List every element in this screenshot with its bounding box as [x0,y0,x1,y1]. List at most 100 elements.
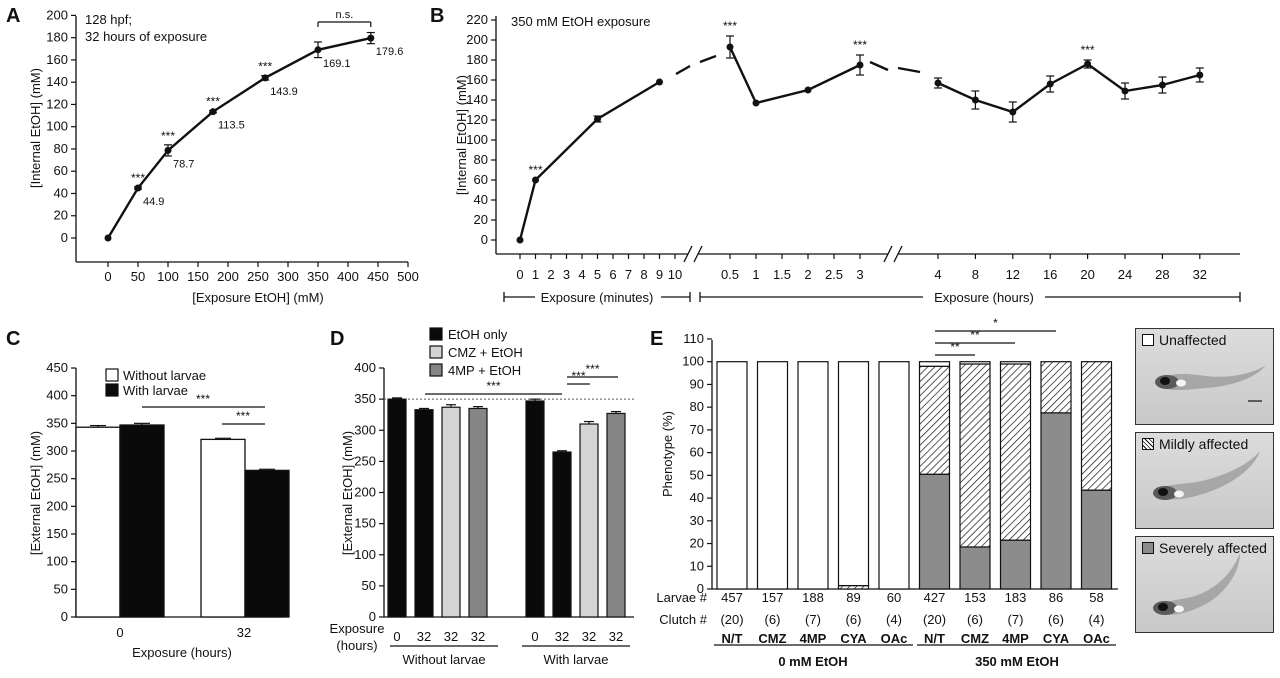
a-significance: *** [206,95,220,109]
e-larvae-count: 427 [924,590,946,605]
b-x-tick-label: 2 [804,267,811,282]
b-y-tick-label: 100 [466,132,488,147]
photo-label-severely: Severely affected [1142,540,1267,556]
e-category-label: OAc [881,631,908,646]
e-significance: ** [970,328,980,342]
d-y-tick-label: 150 [354,516,376,531]
e-category-label: CMZ [758,631,786,646]
b-y-tick-label: 60 [474,172,488,187]
a-data-point [261,74,269,82]
b-x-tick-label: 1 [752,267,759,282]
a-y-tick-label: 20 [54,208,68,223]
b-data-point [752,99,760,107]
e-category-label: OAc [1083,631,1110,646]
d-bar [579,423,599,618]
a-data-point [367,34,375,42]
b-x-tick-label: 28 [1155,267,1169,282]
d-group-label-with: With larvae [543,652,608,667]
b-x-tick-label: 12 [1006,267,1020,282]
e-bar-segment [999,363,1032,541]
e-y-tick-label: 80 [690,399,704,414]
b-series-tail-hours [869,60,889,72]
d-y-tick-label: 350 [354,391,376,406]
b-data-point [1158,81,1166,89]
a-x-tick-label: 250 [247,269,269,284]
d-bar [414,409,434,618]
e-bar-segment [878,361,910,590]
c-bar [119,424,165,618]
a-comparison-label: n.s. [336,9,354,21]
b-x-tick-label: 5 [594,267,601,282]
e-bar-segment [716,361,748,590]
d-row-title-line2: (hours) [336,638,377,653]
e-row-label-clutch: Clutch # [659,612,707,627]
a-y-tick-label: 200 [46,7,68,22]
b-x-tick-label: 4 [578,267,585,282]
b-data-point [1084,60,1092,68]
d-y-tick-label: 300 [354,422,376,437]
c-y-tick-label: 50 [54,581,68,596]
e-bar-segment [918,361,951,367]
b-y-tick-label: 180 [466,52,488,67]
d-x-tick-label: 0 [531,629,538,644]
b-y-tick-label: 80 [474,152,488,167]
c-y-tick-label: 100 [46,554,68,569]
b-x-tick-label: 2.5 [825,267,843,282]
a-data-label: 78.7 [173,158,194,170]
b-data-point [532,176,539,184]
b-data-point [1046,80,1054,88]
b-x-tick-label: 2 [547,267,554,282]
a-annotation-line2: 32 hours of exposure [85,29,207,44]
panel-d-chart: 0 50 100 150 200 250 300 350 400 0 32 32 32 0 32 32 32 *… [330,327,634,667]
a-significance: *** [258,60,272,74]
c-y-axis-title: [External EtOH] (mM) [28,431,43,555]
e-larvae-count: 457 [721,590,743,605]
e-significance: ** [950,340,960,354]
b-x-tick-label: 10 [668,267,682,282]
c-y-tick-label: 350 [46,415,68,430]
d-x-tick-label: 32 [555,629,569,644]
a-data-label: 169.1 [323,58,351,70]
e-category-label: CYA [840,631,867,646]
panel-letter-b: B [430,5,444,27]
a-y-tick-label: 60 [54,163,68,178]
b-annotation: 350 mM EtOH exposure [511,14,650,29]
panel-letter-c: C [6,328,20,350]
b-y-tick-label: 0 [481,232,488,247]
c-bar [75,426,121,618]
b-x-tick-label: 16 [1043,267,1057,282]
a-annotation-line1: 128 hpf; [85,12,132,27]
larva-photo-icon [1153,451,1260,500]
photo-mildly-affected: Mildly affected [1135,432,1274,529]
b-data-point [516,236,524,244]
e-bar-segment [999,539,1032,590]
c-legend-swatch-with [105,383,119,397]
a-x-axis-title: [Exposure EtOH] (mM) [192,290,323,305]
b-x-tick-label: 1.5 [773,267,791,282]
a-data-point [314,46,322,54]
e-category-label: CYA [1043,631,1070,646]
a-x-tick-label: 350 [307,269,329,284]
d-y-tick-label: 0 [369,609,376,624]
e-clutch-count: (7) [805,612,821,627]
e-bar-segment [1080,361,1113,491]
a-data-point [164,146,172,154]
e-group-label-350mm: 350 mM EtOH [975,654,1059,669]
e-significance: * [993,316,998,330]
e-larvae-count: 157 [762,590,784,605]
b-series-line [937,62,1201,114]
b-x-tick-label: 3 [563,267,570,282]
larva-photo-icon [1155,365,1266,402]
b-y-tick-label: 220 [466,12,488,27]
a-significance: *** [161,129,175,143]
b-x-tick-label: 8 [640,267,647,282]
photo-text-unaffected: Unaffected [1159,332,1227,348]
b-data-point [1121,87,1129,95]
d-bar [606,412,626,618]
d-x-tick-label: 32 [582,629,596,644]
b-axis-break-mark [683,245,693,263]
e-clutch-count: (7) [1008,612,1024,627]
photo-severely-affected: Severely affected [1135,536,1274,633]
e-y-axis-title: Phenotype (%) [660,411,675,497]
e-y-tick-label: 40 [690,490,704,505]
